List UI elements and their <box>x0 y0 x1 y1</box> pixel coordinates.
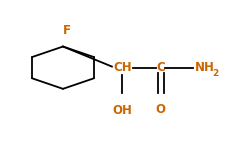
Text: NH: NH <box>195 61 215 74</box>
Text: CH: CH <box>113 61 132 74</box>
Text: O: O <box>156 103 165 116</box>
Text: 2: 2 <box>212 69 218 78</box>
Text: C: C <box>156 61 165 74</box>
Text: OH: OH <box>112 104 132 117</box>
Text: F: F <box>63 24 71 37</box>
